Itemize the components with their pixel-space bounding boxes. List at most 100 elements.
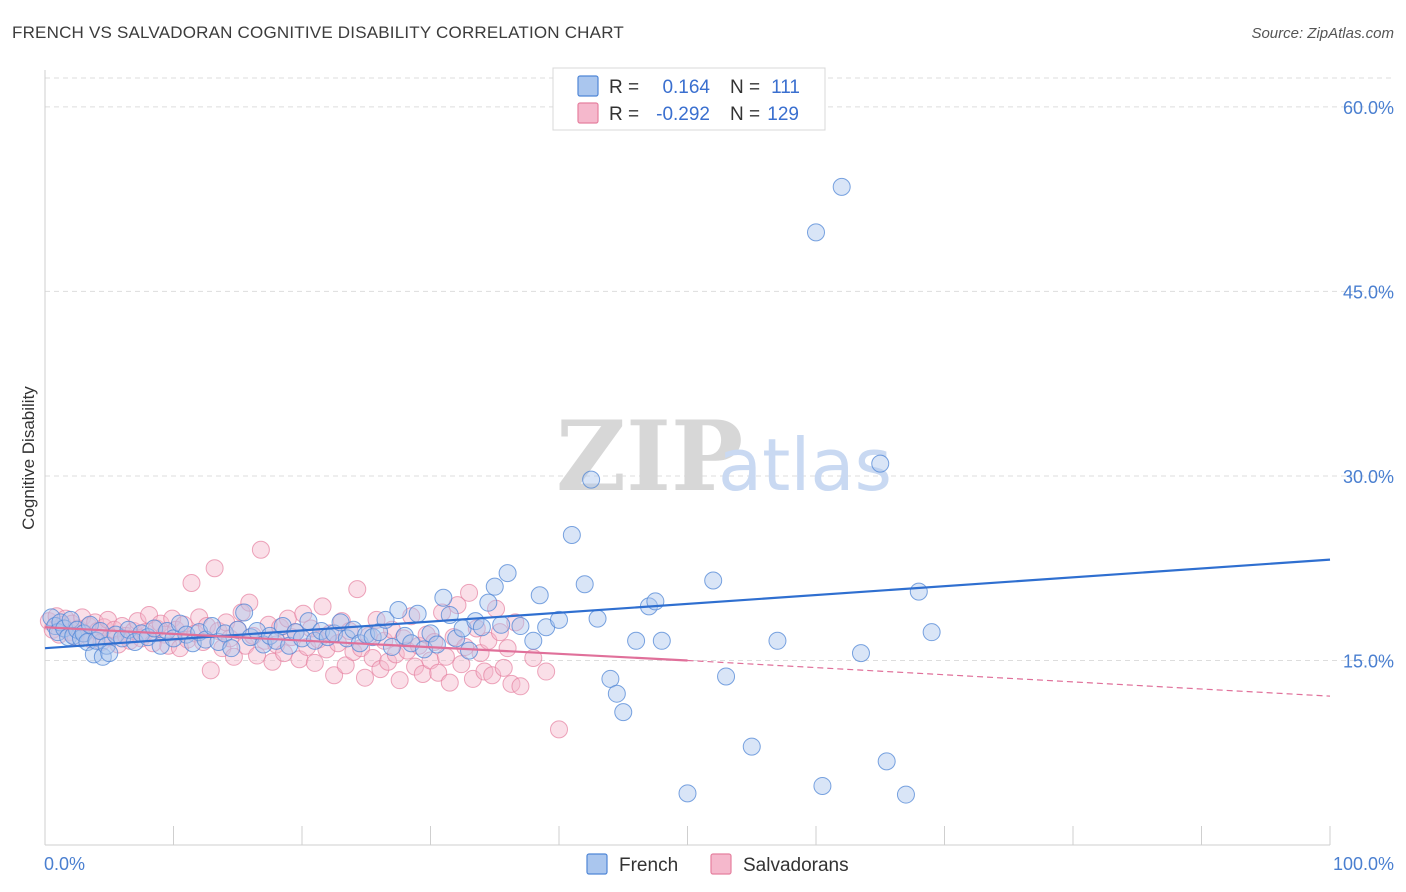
legend-n-label-french: N = xyxy=(730,77,760,98)
french-point xyxy=(909,582,928,601)
y-tick-labels: 15.0% 30.0% 45.0% 60.0% xyxy=(1343,98,1394,672)
salvadoran-point xyxy=(498,639,517,658)
salvadoran-trend-extension xyxy=(687,659,1331,697)
french-trend-line xyxy=(44,558,1331,650)
salvadoran-point xyxy=(440,673,459,692)
salvadoran-trend-line xyxy=(44,626,688,662)
y-tick-label: 15.0% xyxy=(1343,651,1394,671)
salvadoran-point xyxy=(490,623,509,642)
watermark-zip: ZIP xyxy=(556,400,743,513)
y-tick-label: 30.0% xyxy=(1343,467,1394,487)
salvadoran-points xyxy=(39,540,568,739)
french-point xyxy=(395,626,414,645)
french-point xyxy=(524,631,543,650)
french-point xyxy=(582,470,601,489)
x-tick-label-min: 0.0% xyxy=(44,854,85,874)
french-point xyxy=(851,644,870,663)
watermark-atlas: atlas xyxy=(718,423,892,507)
french-point xyxy=(871,454,890,473)
salvadoran-point xyxy=(371,660,390,679)
french-point xyxy=(813,776,832,795)
salvadoran-point xyxy=(240,593,259,612)
french-point xyxy=(100,644,119,663)
french-point xyxy=(607,684,626,703)
bottom-legend-swatch-salvadoran xyxy=(710,853,732,875)
french-point xyxy=(562,526,581,544)
x-tick-marks xyxy=(173,826,1331,845)
french-point xyxy=(382,637,401,656)
correlation-legend: R = 0.164 N = 111 R = -0.292 N = 129 xyxy=(552,67,826,131)
series-legend: French Salvadorans xyxy=(586,853,849,876)
salvadoran-point xyxy=(305,653,324,672)
salvadoran-point xyxy=(336,656,355,675)
trend-lines xyxy=(44,558,1331,697)
watermark: ZIP atlas xyxy=(556,400,892,513)
french-point xyxy=(742,737,761,756)
french-point xyxy=(492,615,511,634)
french-point xyxy=(575,575,594,594)
salvadoran-point xyxy=(325,666,344,685)
salvadoran-point xyxy=(406,657,425,676)
french-point xyxy=(832,177,851,196)
french-point xyxy=(704,571,723,590)
salvadoran-point xyxy=(348,580,367,599)
legend-r-label-french: R = xyxy=(609,77,639,98)
salvadoran-point xyxy=(313,597,332,616)
french-point xyxy=(614,703,633,722)
legend-swatch-salvadoran xyxy=(577,102,599,124)
salvadoran-point xyxy=(511,677,530,696)
legend-r-label-salvadoran: R = xyxy=(609,104,639,125)
salvadoran-point xyxy=(355,668,374,687)
x-tick-label-max: 100.0% xyxy=(1333,854,1394,874)
french-point xyxy=(807,223,825,242)
french-point xyxy=(717,667,736,686)
salvadoran-point xyxy=(463,669,482,688)
french-point xyxy=(222,639,241,658)
salvadoran-point xyxy=(452,655,471,674)
french-point xyxy=(408,604,427,623)
legend-swatch-french xyxy=(577,75,599,97)
french-point xyxy=(460,641,479,660)
legend-n-label-salvadoran: N = xyxy=(730,104,760,125)
salvadoran-point xyxy=(448,596,467,615)
legend-n-value-french: 111 xyxy=(771,77,800,98)
french-point xyxy=(421,624,440,643)
salvadoran-point xyxy=(413,665,432,684)
salvadoran-point xyxy=(494,658,513,677)
bottom-legend-label-french: French xyxy=(619,855,678,876)
legend-r-value-salvadoran: -0.292 xyxy=(656,104,710,125)
french-point xyxy=(652,631,671,650)
salvadoran-point xyxy=(460,583,479,602)
legend-n-value-salvadoran: 129 xyxy=(767,104,799,125)
y-tick-label: 60.0% xyxy=(1343,98,1394,118)
salvadoran-point xyxy=(506,613,525,632)
french-point xyxy=(627,631,646,650)
french-point xyxy=(235,603,254,622)
french-point xyxy=(896,785,915,804)
salvadoran-point xyxy=(483,666,502,685)
french-point xyxy=(447,629,466,648)
salvadoran-point xyxy=(550,720,568,739)
french-point xyxy=(678,784,697,803)
salvadoran-point xyxy=(182,573,201,592)
salvadoran-point xyxy=(379,652,398,671)
french-point xyxy=(498,564,517,583)
salvadoran-point xyxy=(205,559,224,578)
french-point xyxy=(922,623,941,642)
y-tick-label: 45.0% xyxy=(1343,282,1394,302)
gridlines xyxy=(45,77,1394,661)
salvadoran-point xyxy=(248,646,267,665)
french-point xyxy=(768,631,787,650)
french-point xyxy=(427,635,446,654)
french-point xyxy=(511,617,530,636)
legend-r-value-french: 0.164 xyxy=(662,77,710,98)
french-point xyxy=(389,601,408,620)
salvadoran-point xyxy=(537,662,556,681)
salvadoran-point xyxy=(251,540,270,559)
french-point xyxy=(479,593,498,612)
salvadoran-point xyxy=(201,661,220,680)
french-point xyxy=(550,610,568,629)
source-label: Source: ZipAtlas.com xyxy=(1251,25,1394,42)
salvadoran-point xyxy=(390,671,409,690)
